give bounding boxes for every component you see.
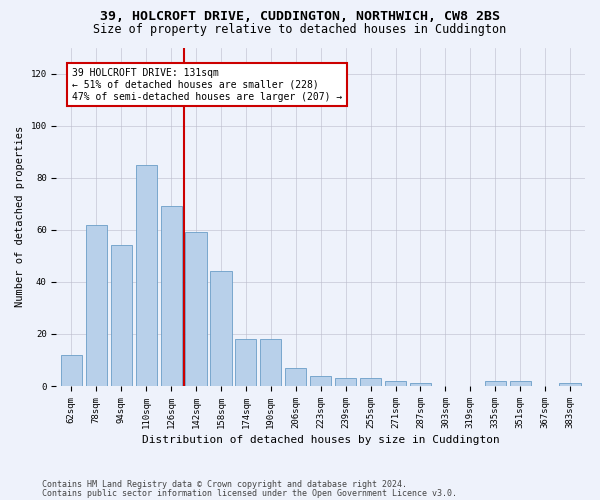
Bar — [86, 224, 107, 386]
Bar — [410, 384, 431, 386]
Text: Contains public sector information licensed under the Open Government Licence v3: Contains public sector information licen… — [42, 489, 457, 498]
Text: 39, HOLCROFT DRIVE, CUDDINGTON, NORTHWICH, CW8 2BS: 39, HOLCROFT DRIVE, CUDDINGTON, NORTHWIC… — [100, 10, 500, 23]
Text: Size of property relative to detached houses in Cuddington: Size of property relative to detached ho… — [94, 22, 506, 36]
Text: Contains HM Land Registry data © Crown copyright and database right 2024.: Contains HM Land Registry data © Crown c… — [42, 480, 407, 489]
Bar — [335, 378, 356, 386]
Bar — [235, 339, 256, 386]
Bar — [509, 381, 531, 386]
Bar — [310, 376, 331, 386]
Bar — [61, 355, 82, 386]
Bar — [285, 368, 307, 386]
Text: 39 HOLCROFT DRIVE: 131sqm
← 51% of detached houses are smaller (228)
47% of semi: 39 HOLCROFT DRIVE: 131sqm ← 51% of detac… — [72, 68, 342, 102]
Bar — [559, 384, 581, 386]
Bar — [485, 381, 506, 386]
Bar — [185, 232, 206, 386]
Bar — [211, 272, 232, 386]
Bar — [360, 378, 381, 386]
Bar — [385, 381, 406, 386]
Bar — [110, 246, 132, 386]
Bar — [136, 164, 157, 386]
X-axis label: Distribution of detached houses by size in Cuddington: Distribution of detached houses by size … — [142, 435, 500, 445]
Bar — [260, 339, 281, 386]
Bar — [161, 206, 182, 386]
Y-axis label: Number of detached properties: Number of detached properties — [15, 126, 25, 308]
